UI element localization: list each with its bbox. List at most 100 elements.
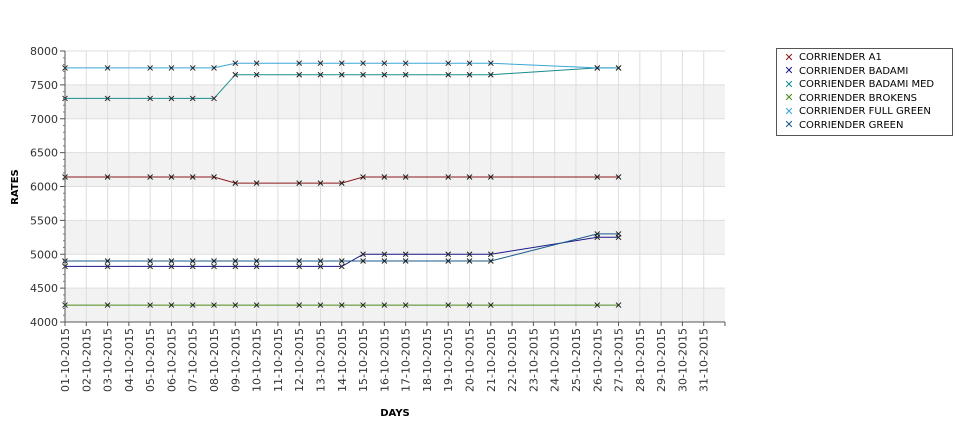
- data-point: [360, 60, 366, 67]
- data-point: [317, 263, 324, 270]
- data-point-stroke: [317, 180, 324, 186]
- data-point: [168, 258, 175, 264]
- data-point: [594, 302, 601, 308]
- data-point: [615, 302, 622, 308]
- data-point: [147, 174, 154, 180]
- x-tick-label: 22-10-2015: [506, 328, 519, 392]
- x-axis-label: DAYS: [380, 408, 410, 419]
- data-point: [211, 65, 217, 71]
- data-point-stroke: [360, 71, 366, 78]
- data-point-stroke: [594, 65, 601, 71]
- data-point-stroke: [211, 302, 217, 308]
- data-point-stroke: [147, 95, 154, 102]
- data-point: [466, 258, 473, 264]
- data-point-stroke: [104, 263, 111, 270]
- data-point: [296, 302, 303, 308]
- data-point: [381, 251, 388, 258]
- data-point-stroke: [402, 71, 409, 78]
- x-tick-label: 03-10-2015: [102, 328, 115, 392]
- data-point: [232, 60, 239, 67]
- data-point: [232, 258, 239, 264]
- data-point: [381, 258, 388, 264]
- data-point: [594, 65, 601, 71]
- data-point: [211, 95, 217, 102]
- data-point: [338, 302, 345, 308]
- data-point-stroke: [147, 263, 154, 270]
- data-point-stroke: [445, 258, 452, 264]
- data-point: [253, 60, 260, 67]
- data-point-stroke: [168, 65, 175, 71]
- x-tick-label: 23-10-2015: [527, 328, 540, 392]
- data-point: [147, 263, 154, 270]
- data-point-stroke: [381, 71, 388, 78]
- data-point-stroke: [317, 263, 324, 270]
- data-point: [232, 180, 239, 186]
- data-point: [338, 60, 345, 67]
- data-point: [445, 258, 452, 264]
- data-point-stroke: [487, 302, 494, 308]
- x-tick-label: 25-10-2015: [570, 328, 583, 392]
- data-point: [381, 174, 388, 180]
- data-point-stroke: [104, 302, 111, 308]
- data-point-stroke: [189, 95, 196, 102]
- x-tick-label: 20-10-2015: [464, 328, 477, 392]
- data-point-stroke: [317, 71, 324, 78]
- data-point: [360, 251, 366, 258]
- data-point: [147, 65, 154, 71]
- x-tick-label: 30-10-2015: [676, 328, 689, 392]
- x-tick-label: 18-10-2015: [421, 328, 434, 392]
- data-point: [487, 60, 494, 67]
- data-point-stroke: [487, 258, 494, 264]
- grid-band: [65, 84, 725, 119]
- data-point: [466, 71, 473, 78]
- data-point-stroke: [253, 302, 260, 308]
- data-point-stroke: [232, 71, 239, 78]
- data-point: [402, 60, 409, 67]
- data-point-stroke: [402, 258, 409, 264]
- data-point: [296, 71, 303, 78]
- data-point: [168, 174, 175, 180]
- data-point-stroke: [381, 258, 388, 264]
- data-point-stroke: [211, 95, 217, 102]
- legend-label: CORRIENDER A1: [799, 52, 882, 64]
- data-point-stroke: [445, 71, 452, 78]
- data-point-stroke: [189, 258, 196, 264]
- x-tick-label: 11-10-2015: [272, 328, 285, 392]
- data-point-stroke: [189, 263, 196, 270]
- data-point: [104, 65, 111, 71]
- data-point: [189, 258, 196, 264]
- data-point: [360, 71, 366, 78]
- data-point-stroke: [360, 302, 366, 308]
- series-corriender-brokens: [62, 302, 622, 308]
- data-point-stroke: [168, 174, 175, 180]
- data-point: [381, 60, 388, 67]
- data-point: [189, 263, 196, 270]
- data-point: [317, 71, 324, 78]
- data-point-stroke: [253, 258, 260, 264]
- data-point-stroke: [338, 263, 345, 270]
- data-point-stroke: [317, 60, 324, 67]
- data-point-stroke: [487, 71, 494, 78]
- data-point: [317, 180, 324, 186]
- data-point-stroke: [211, 174, 217, 180]
- legend-label: CORRIENDER BADAMI: [799, 65, 909, 77]
- data-point-stroke: [232, 180, 239, 186]
- data-point-stroke: [296, 258, 303, 264]
- data-point: [338, 71, 345, 78]
- data-point: [168, 302, 175, 308]
- data-point: [445, 174, 452, 180]
- data-point-stroke: [466, 258, 473, 264]
- data-point-stroke: [594, 174, 601, 180]
- data-point-stroke: [615, 65, 622, 71]
- series-corriender-badami-med: [62, 65, 622, 102]
- data-point-stroke: [296, 263, 303, 270]
- data-point-stroke: [615, 231, 622, 237]
- data-point: [594, 174, 601, 180]
- data-point: [104, 258, 111, 264]
- data-point: [487, 302, 494, 308]
- series-corriender-green: [62, 231, 622, 264]
- data-point-stroke: [296, 180, 303, 186]
- data-point: [360, 174, 366, 180]
